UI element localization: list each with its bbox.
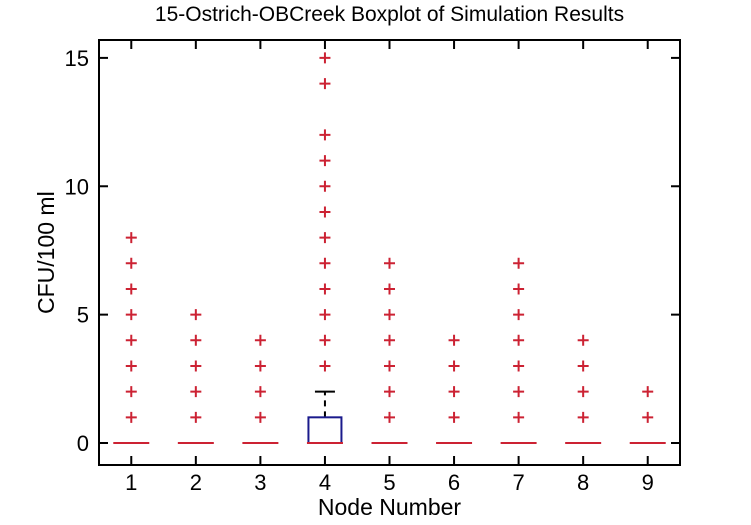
outlier-marker: [448, 411, 460, 423]
outlier-marker: [190, 334, 202, 346]
outlier-marker: [125, 386, 137, 398]
outlier-marker: [125, 232, 137, 244]
outlier-marker: [384, 360, 395, 372]
x-tick-label: 1: [125, 470, 137, 495]
y-tick-label: 5: [77, 303, 89, 328]
outlier-marker: [319, 206, 331, 218]
outlier-marker: [319, 52, 331, 64]
outlier-marker: [319, 334, 331, 346]
outlier-marker: [319, 257, 331, 269]
outlier-marker: [577, 360, 589, 372]
x-tick-label: 5: [383, 470, 395, 495]
outlier-marker: [384, 309, 395, 321]
outlier-marker: [384, 386, 395, 398]
outlier-marker: [319, 232, 331, 244]
outlier-marker: [190, 360, 202, 372]
outlier-marker: [190, 411, 202, 423]
x-tick-label: 2: [190, 470, 202, 495]
outlier-marker: [319, 78, 331, 90]
outlier-marker: [254, 334, 266, 346]
outlier-marker: [513, 386, 525, 398]
outlier-marker: [125, 360, 137, 372]
outlier-marker: [254, 360, 266, 372]
outlier-marker: [513, 360, 525, 372]
outlier-marker: [384, 411, 395, 423]
outlier-marker: [319, 309, 331, 321]
box-rect: [307, 416, 343, 444]
outlier-marker: [513, 334, 525, 346]
y-tick-label: 15: [65, 46, 89, 71]
x-tick-label: 8: [577, 470, 589, 495]
outlier-marker: [448, 386, 460, 398]
x-tick-label: 3: [254, 470, 266, 495]
plot-frame: [98, 39, 681, 466]
outlier-marker: [513, 411, 525, 423]
outlier-marker: [577, 386, 589, 398]
x-tick-label: 9: [642, 470, 654, 495]
outlier-marker: [642, 411, 654, 423]
x-tick-label: 6: [448, 470, 460, 495]
outlier-marker: [384, 283, 395, 295]
y-tick-label: 10: [65, 174, 89, 199]
outlier-marker: [513, 257, 525, 269]
outlier-marker: [125, 411, 137, 423]
outlier-marker: [319, 360, 331, 372]
outlier-marker: [513, 309, 525, 321]
chart-title: 15-Ostrich-OBCreek Boxplot of Simulation…: [154, 3, 625, 26]
outlier-marker: [125, 283, 137, 295]
outlier-marker: [642, 386, 654, 398]
outlier-marker: [125, 309, 137, 321]
outlier-marker: [190, 386, 202, 398]
outlier-marker: [254, 411, 266, 423]
outlier-marker: [319, 180, 331, 192]
y-tick-label: 0: [77, 431, 89, 456]
outlier-marker: [384, 257, 395, 269]
outlier-marker: [190, 309, 202, 321]
outlier-marker: [319, 283, 331, 295]
outlier-marker: [125, 257, 137, 269]
outlier-marker: [513, 283, 525, 295]
outlier-marker: [577, 334, 589, 346]
outlier-marker: [448, 360, 460, 372]
x-tick-label: 7: [512, 470, 524, 495]
x-tick-label: 4: [319, 470, 331, 495]
outlier-marker: [319, 155, 331, 167]
outlier-marker: [448, 334, 460, 346]
outlier-marker: [319, 129, 331, 141]
outlier-marker: [254, 386, 266, 398]
outlier-marker: [577, 411, 589, 423]
outlier-marker: [125, 334, 137, 346]
x-axis-label: Node Number: [317, 494, 462, 520]
outlier-marker: [384, 334, 395, 346]
